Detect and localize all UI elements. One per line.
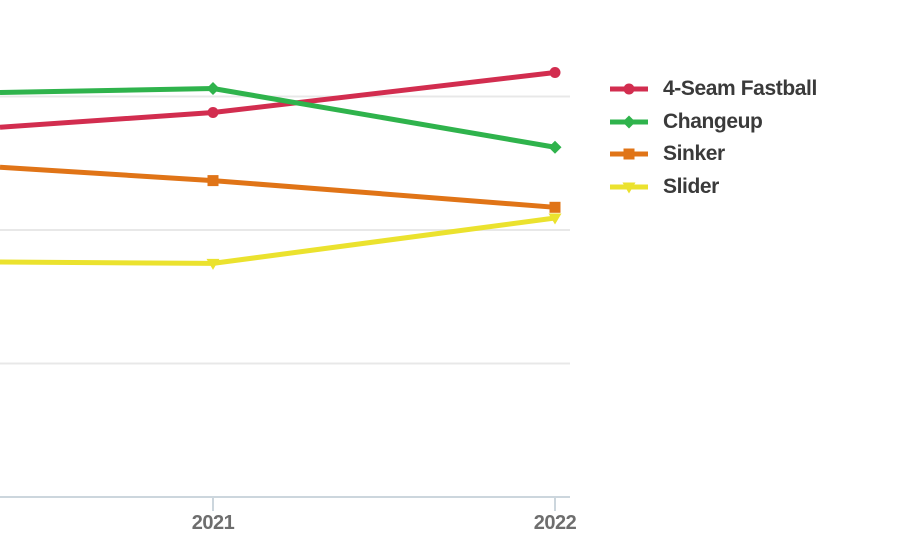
marker-4-seam-fastball-2021[interactable]	[207, 107, 219, 119]
legend-marker-changeup-icon	[610, 115, 648, 129]
legend-item-changeup[interactable]: Changeup	[610, 106, 817, 139]
marker-4-seam-fastball-2022[interactable]	[549, 66, 561, 78]
legend-marker-shape	[623, 148, 635, 160]
marker-changeup-2022[interactable]	[548, 140, 562, 154]
legend-marker-4-seam-fastball-icon	[610, 83, 648, 95]
legend-label-changeup: Changeup	[663, 109, 763, 133]
series-line-sinker	[0, 164, 556, 210]
x-axis-label-2022: 2022	[533, 512, 577, 534]
x-axis-label-2021: 2021	[191, 512, 235, 534]
chart-legend: 4-Seam Fastball Changeup Sinker Slider	[610, 73, 817, 203]
legend-marker-shape	[622, 182, 636, 194]
marker-sinker-2021[interactable]	[207, 175, 219, 187]
legend-label-4-seam-fastball: 4-Seam Fastball	[663, 77, 817, 101]
legend-item-slider[interactable]: Slider	[610, 171, 817, 204]
legend-label-sinker: Sinker	[663, 142, 725, 166]
legend-marker-shape	[622, 115, 636, 129]
legend-marker-shape	[623, 83, 635, 95]
legend-marker-sinker-icon	[610, 148, 648, 160]
chart-plot-area	[0, 66, 570, 511]
marker-changeup-2021[interactable]	[206, 81, 220, 95]
legend-marker-slider-icon	[610, 182, 648, 194]
marker-slider-2021[interactable]	[206, 258, 220, 270]
legend-item-sinker[interactable]: Sinker	[610, 138, 817, 171]
series-line-slider	[0, 215, 556, 266]
legend-label-slider: Slider	[663, 175, 719, 199]
marker-sinker-2022[interactable]	[549, 201, 561, 213]
legend-item-4-seam-fastball[interactable]: 4-Seam Fastball	[610, 73, 817, 106]
marker-slider-2022[interactable]	[548, 213, 562, 225]
